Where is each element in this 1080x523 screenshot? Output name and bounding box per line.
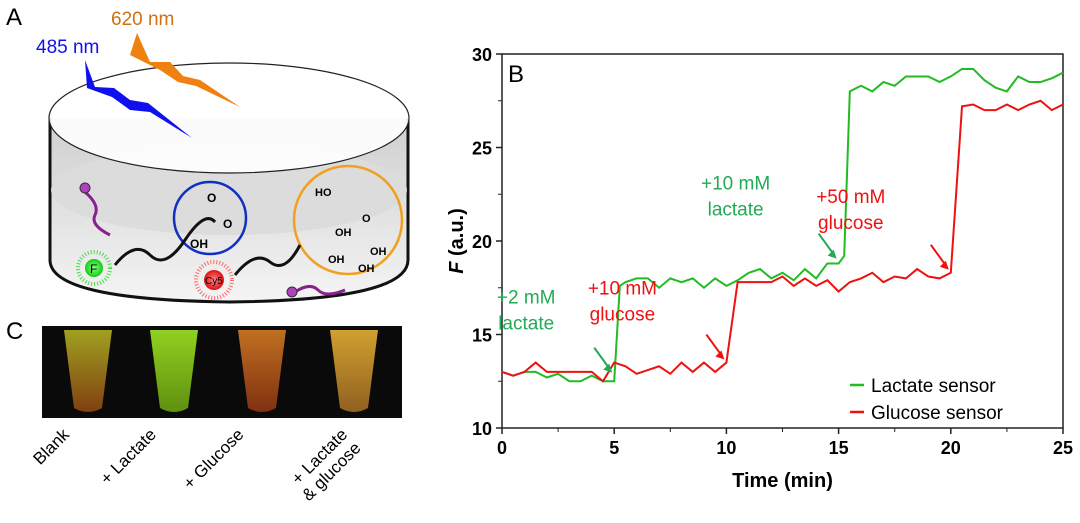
annotation-line2: glucose <box>590 305 656 326</box>
sensor-schematic: F Cy5 O O OH HO O OH OH OH OH 485 nm 620… <box>36 9 410 304</box>
svg-text:OH: OH <box>328 254 345 266</box>
legend-entry: Lactate sensor <box>871 376 996 397</box>
y-tick-label: 25 <box>472 139 492 159</box>
svg-text:OH: OH <box>370 246 387 258</box>
series-line-lactate-sensor <box>501 67 1064 383</box>
orange-light-bolt-icon <box>130 33 240 107</box>
annotation-line1: +2 mM <box>497 288 556 309</box>
annotation-line2: lactate <box>708 200 764 221</box>
fluorophore-f-text: F <box>90 262 97 276</box>
annotation-arrowhead <box>603 363 613 373</box>
blue-light-bolt-icon <box>85 60 192 138</box>
y-tick-label: 10 <box>472 419 492 439</box>
tube-photo <box>42 326 402 418</box>
y-tick-label: 15 <box>472 326 492 346</box>
annotation-arrowhead <box>827 249 837 259</box>
wavelength-485-label: 485 nm <box>36 37 99 58</box>
x-tick-label: 20 <box>941 438 961 458</box>
panel-a-label: A <box>6 4 23 31</box>
svg-text:O: O <box>207 191 216 205</box>
x-axis-label: Time (min) <box>732 470 833 492</box>
y-axis-label: F (a.u.) <box>446 208 468 274</box>
x-tick-label: 25 <box>1053 438 1073 458</box>
svg-text:O: O <box>223 217 232 231</box>
svg-text:HO: HO <box>315 187 332 199</box>
annotation-arrowhead <box>715 350 725 360</box>
panel-b-label: B <box>508 61 524 88</box>
y-tick-label: 20 <box>472 232 492 252</box>
x-tick-label: 10 <box>716 438 736 458</box>
annotation-line1: +50 mM <box>816 187 885 208</box>
x-tick-label: 5 <box>609 438 619 458</box>
x-tick-label: 0 <box>497 438 507 458</box>
annotation-line2: lactate <box>498 314 554 335</box>
x-tick-label: 15 <box>829 438 849 458</box>
legend-entry: Glucose sensor <box>871 403 1004 424</box>
svg-text:OH: OH <box>358 263 375 275</box>
panel-c-label: C <box>6 318 24 345</box>
annotation-line2: glucose <box>818 213 884 234</box>
annotation-line1: +10 mM <box>701 174 770 195</box>
wavelength-620-label: 620 nm <box>111 9 174 30</box>
svg-text:OH: OH <box>190 237 208 251</box>
svg-text:O: O <box>362 213 371 225</box>
svg-text:OH: OH <box>335 227 352 239</box>
y-tick-label: 30 <box>472 45 492 65</box>
fluorophore-cy5-text: Cy5 <box>205 276 223 287</box>
series-line-glucose-sensor <box>501 99 1064 383</box>
annotation-line1: +10 mM <box>588 279 657 300</box>
annotation-arrowhead <box>939 260 949 270</box>
